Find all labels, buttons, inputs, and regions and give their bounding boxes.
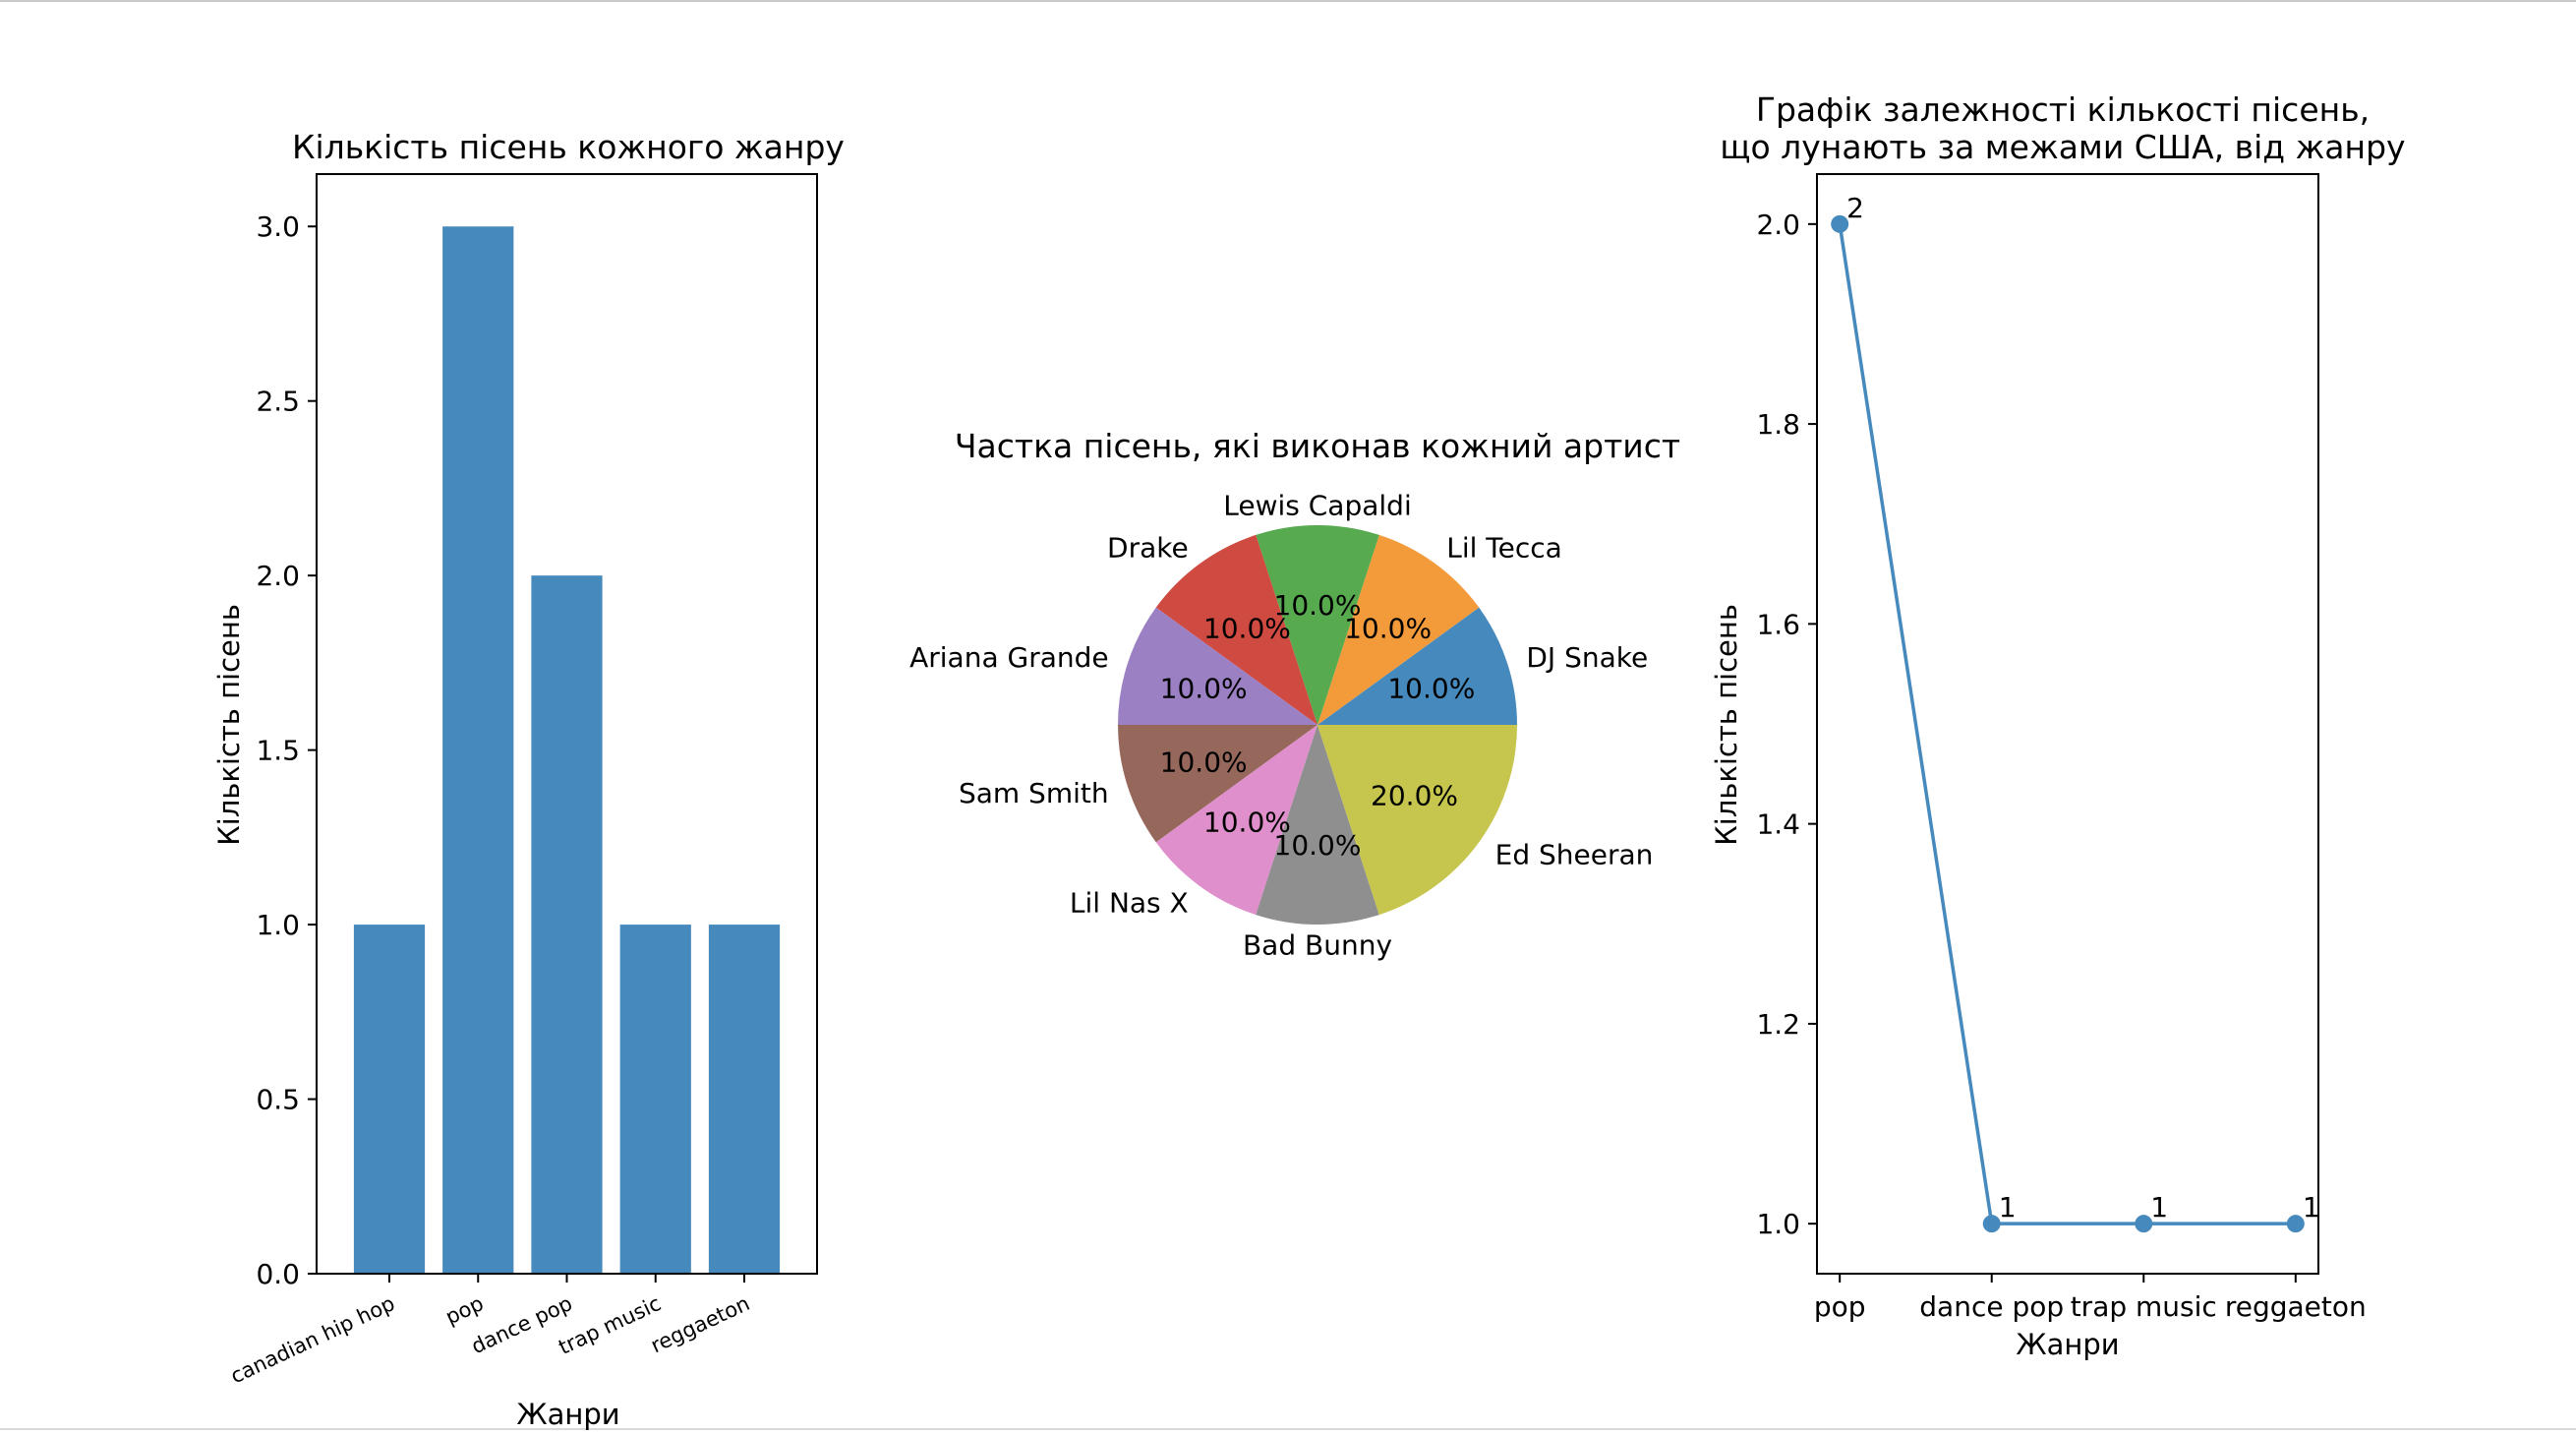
pie-percent-label: 10.0% [1160, 747, 1248, 779]
pie-percent-label: 10.0% [1274, 829, 1362, 862]
pie-slice [1256, 725, 1379, 925]
line-point [1982, 1215, 2001, 1233]
pie-slice-label: Bad Bunny [1243, 928, 1392, 961]
bar-chart-title: Кількість пісень кожного жанру [292, 128, 845, 166]
y-tick-label: 0.0 [256, 1258, 300, 1290]
pie-percent-label: 10.0% [1387, 672, 1475, 704]
line-chart-x-label: Жанри [2016, 1328, 2119, 1361]
pie-percent-label: 10.0% [1160, 672, 1248, 704]
pie-slice-label: DJ Snake [1526, 641, 1648, 674]
line-series-path [1838, 223, 2296, 1225]
line-chart-series: 2 1 1 1 [1831, 192, 2320, 1233]
y-tick-label: 1.8 [1756, 408, 1800, 441]
pie-slice [1317, 534, 1480, 725]
pie-slice-label: Ed Sheeran [1495, 838, 1654, 870]
bar [442, 226, 514, 1275]
bar [619, 925, 691, 1274]
x-tick-label: pop [442, 1291, 488, 1329]
line-chart-frame [1816, 173, 2319, 1275]
window-bottom-border [0, 1428, 2576, 1430]
pie-percent-label: 10.0% [1274, 589, 1362, 622]
x-tick-label: trap music [2071, 1290, 2217, 1323]
y-tick-label: 2.0 [256, 560, 300, 592]
line-point [2135, 1215, 2153, 1233]
line-data-label: 2 [1846, 192, 1864, 224]
x-tick-label: pop [1814, 1290, 1866, 1323]
y-tick-label: 1.0 [1756, 1208, 1800, 1240]
pie-chart: Частка пісень, які виконав кожний артист… [909, 427, 1680, 961]
y-tick-label: 1.4 [1756, 808, 1800, 841]
pie-slice-label: Lil Nas X [1070, 887, 1189, 920]
y-tick-label: 0.5 [256, 1084, 300, 1116]
pie-slice-label: Lewis Capaldi [1223, 490, 1411, 522]
pie-slice-label: Lil Tecca [1446, 531, 1562, 564]
bar-chart: Кількість пісень кожного жанру 0.0 0.5 1.0… [212, 128, 845, 1431]
x-tick-label: reggaeton [2225, 1290, 2367, 1323]
line-chart-title-line2: що лунають за межами США, від жанру [1720, 128, 2405, 166]
bar [531, 575, 603, 1274]
bar [353, 925, 426, 1274]
pie-chart-slices [1118, 524, 1517, 925]
pie-slice [1118, 607, 1317, 725]
x-tick-label: canadian hip hop [227, 1291, 398, 1388]
bar-chart-frame [316, 173, 818, 1275]
line-data-label: 1 [2303, 1191, 2320, 1224]
window-top-border [0, 0, 2576, 2]
pie-slice [1155, 725, 1317, 916]
line-data-label: 1 [1999, 1191, 2017, 1224]
pie-percent-label: 20.0% [1371, 780, 1458, 812]
pie-slice [1118, 725, 1317, 843]
pie-percent-label: 10.0% [1203, 612, 1291, 644]
y-tick-label: 1.6 [1756, 608, 1800, 640]
line-chart-title-line1: Графік залежності кількості пісень, [1756, 90, 2370, 129]
line-chart: Графік залежності кількості пісень, що л… [1710, 90, 2406, 1361]
pie-slice-label: Drake [1107, 531, 1189, 564]
bar-chart-y-ticks: 0.0 0.5 1.0 1.5 2.0 2.5 3.0 [256, 210, 317, 1290]
y-tick-label: 3.0 [256, 210, 300, 243]
line-point [1831, 214, 1849, 233]
y-tick-label: 1.5 [256, 735, 300, 767]
pie-percent-label: 10.0% [1344, 612, 1432, 644]
pie-slice-label: Sam Smith [959, 777, 1109, 809]
pie-slice-label: Ariana Grande [909, 641, 1109, 674]
pie-chart-labels: 10.0% DJ Snake 10.0% Lil Tecca 10.0% Lewis Ca… [909, 490, 1653, 962]
pie-slice [1317, 725, 1517, 916]
x-tick-label: reggaeton [647, 1291, 753, 1357]
y-tick-label: 2.5 [256, 386, 300, 418]
bar-chart-bars [353, 226, 781, 1275]
y-tick-label: 1.0 [256, 909, 300, 941]
y-tick-label: 1.2 [1756, 1008, 1800, 1041]
pie-chart-title: Частка пісень, які виконав кожний артист [955, 427, 1680, 465]
line-chart-y-ticks: 1.0 1.2 1.4 1.6 1.8 2.0 [1756, 209, 1817, 1240]
bar [708, 925, 781, 1274]
y-tick-label: 2.0 [1756, 209, 1800, 241]
line-point [2286, 1215, 2305, 1233]
pie-slice [1155, 534, 1317, 725]
x-tick-label: trap music [555, 1291, 665, 1359]
pie-percent-label: 10.0% [1203, 807, 1291, 839]
line-data-label: 1 [2150, 1191, 2168, 1224]
bar-chart-x-label: Жанри [516, 1398, 619, 1431]
pie-slice [1317, 607, 1517, 725]
x-tick-label: dance pop [1919, 1290, 2064, 1323]
line-chart-x-ticks: pop dance pop trap music reggaeton [1814, 1274, 2367, 1323]
line-chart-y-label: Кількість пісень [1710, 604, 1743, 846]
bar-chart-y-label: Кількість пісень [212, 604, 246, 846]
pie-slice [1256, 524, 1379, 725]
